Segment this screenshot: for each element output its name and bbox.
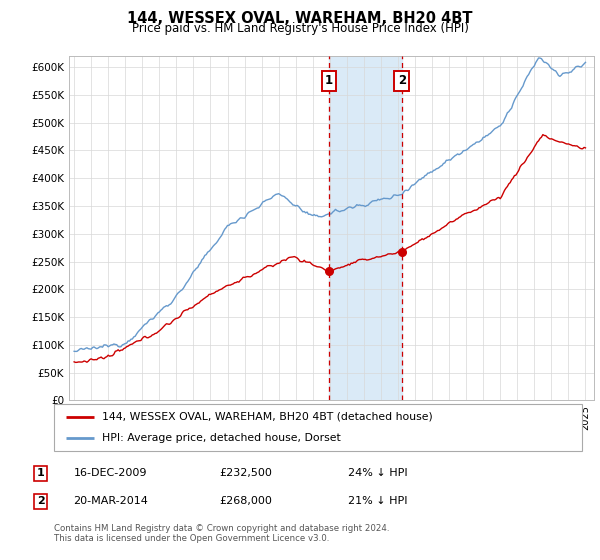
Text: HPI: Average price, detached house, Dorset: HPI: Average price, detached house, Dors… (101, 433, 340, 444)
Text: 20-MAR-2014: 20-MAR-2014 (74, 496, 148, 506)
Text: 144, WESSEX OVAL, WAREHAM, BH20 4BT: 144, WESSEX OVAL, WAREHAM, BH20 4BT (127, 11, 473, 26)
Text: 24% ↓ HPI: 24% ↓ HPI (348, 468, 408, 478)
Text: £268,000: £268,000 (220, 496, 272, 506)
Text: Price paid vs. HM Land Registry's House Price Index (HPI): Price paid vs. HM Land Registry's House … (131, 22, 469, 35)
Text: Contains HM Land Registry data © Crown copyright and database right 2024.: Contains HM Land Registry data © Crown c… (54, 524, 389, 533)
Text: 21% ↓ HPI: 21% ↓ HPI (348, 496, 408, 506)
Text: £232,500: £232,500 (220, 468, 272, 478)
Text: 144, WESSEX OVAL, WAREHAM, BH20 4BT (detached house): 144, WESSEX OVAL, WAREHAM, BH20 4BT (det… (101, 412, 432, 422)
Text: 2: 2 (398, 74, 406, 87)
Text: 2: 2 (37, 496, 44, 506)
Text: 1: 1 (325, 74, 333, 87)
Text: 1: 1 (37, 468, 44, 478)
Text: This data is licensed under the Open Government Licence v3.0.: This data is licensed under the Open Gov… (54, 534, 329, 543)
Bar (329, 56, 402, 400)
Text: 16-DEC-2009: 16-DEC-2009 (74, 468, 148, 478)
FancyBboxPatch shape (54, 404, 582, 451)
